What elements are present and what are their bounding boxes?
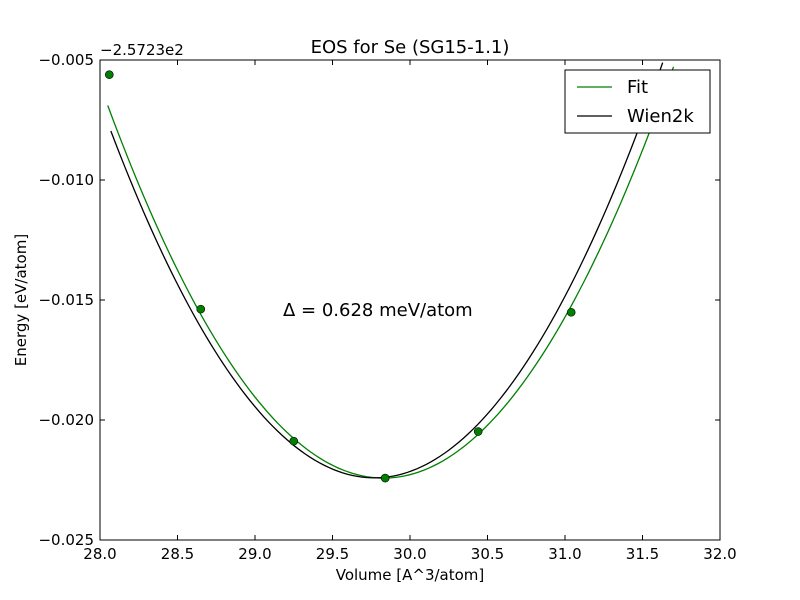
y-tick-label: −0.005 [38, 51, 94, 69]
y-axis-ticks: −0.025 −0.020 −0.015 −0.010 −0.005 [38, 51, 720, 549]
data-point [196, 304, 206, 314]
x-axis-label: Volume [A^3/atom] [336, 566, 485, 584]
data-markers [105, 70, 576, 483]
x-tick-label: 29.0 [238, 545, 271, 563]
data-point [473, 427, 483, 436]
series-line-fit [107, 66, 675, 479]
x-tick-label: 30.5 [471, 545, 504, 563]
y-tick-label: −0.010 [38, 171, 94, 189]
y-tick-label: −0.025 [38, 531, 94, 549]
legend-label-fit: Fit [627, 77, 648, 98]
data-point [289, 436, 299, 446]
data-point [566, 307, 576, 317]
legend: Fit Wien2k [564, 69, 711, 134]
data-point [380, 473, 390, 483]
legend-box [564, 69, 711, 134]
x-tick-label: 28.0 [83, 545, 116, 563]
chart-title: EOS for Se (SG15-1.1) [311, 37, 510, 58]
x-tick-label: 32.0 [703, 545, 736, 563]
x-tick-label: 30.0 [393, 545, 426, 563]
plot-content [105, 62, 675, 483]
x-tick-label: 31.5 [626, 545, 659, 563]
x-tick-label: 31.0 [548, 545, 581, 563]
delta-annotation: Δ = 0.628 meV/atom [283, 300, 473, 321]
data-point [105, 70, 114, 79]
y-tick-label: −0.015 [38, 291, 94, 309]
x-axis-ticks: 28.0 28.5 29.0 29.5 30.0 30.5 31.0 31.5 32.0 [83, 60, 737, 563]
y-offset-label: −2.5723e2 [100, 41, 184, 59]
legend-label-wien2k: Wien2k [627, 106, 694, 127]
x-tick-label: 29.5 [316, 545, 349, 563]
x-tick-label: 28.5 [161, 545, 194, 563]
y-tick-label: −0.020 [38, 411, 94, 429]
y-axis-label: Energy [eV/atom] [12, 234, 30, 366]
